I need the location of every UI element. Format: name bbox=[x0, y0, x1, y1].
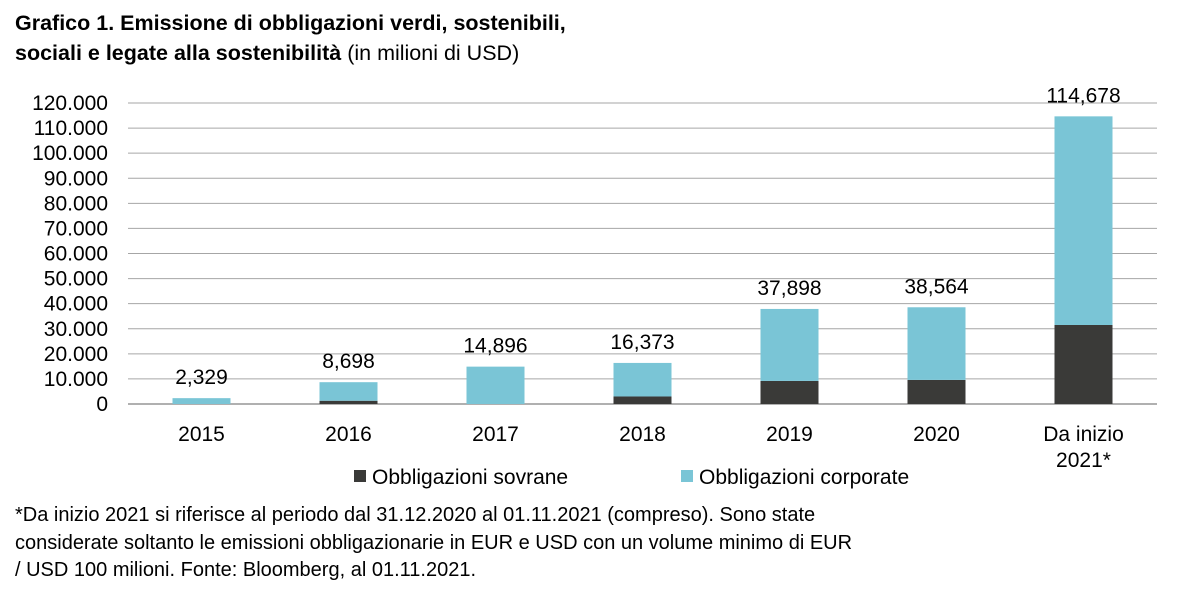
footnote: *Da inizio 2021 si riferisce al periodo … bbox=[15, 502, 1015, 585]
bar-corporate bbox=[466, 366, 525, 404]
legend-swatch bbox=[681, 470, 693, 482]
x-axis: 2015 2016 2017 2018 2019 2020 Da inizio 2021* bbox=[178, 423, 1124, 472]
footnote-line-2: considerate soltanto le emissioni obblig… bbox=[15, 531, 853, 554]
y-tick-label: 10.000 bbox=[44, 368, 108, 391]
bar-corporate bbox=[319, 382, 378, 401]
y-tick-label: 30.000 bbox=[44, 318, 108, 341]
legend-swatch bbox=[354, 470, 366, 482]
total-data-label: 2,329 bbox=[175, 366, 228, 389]
title-line-1: Grafico 1. Emissione di obbligazioni ver… bbox=[15, 11, 566, 35]
y-tick-label: 80.000 bbox=[44, 192, 108, 215]
bar-corporate bbox=[613, 362, 672, 397]
y-tick-label: 100.000 bbox=[32, 142, 108, 165]
legend-label: Obbligazioni sovrane bbox=[372, 466, 568, 489]
x-tick-label: Da inizio bbox=[1043, 423, 1124, 446]
bars bbox=[172, 116, 1113, 404]
legend: Obbligazioni sovrane Obbligazioni corpora… bbox=[354, 466, 909, 489]
bar-sovrane bbox=[319, 400, 378, 404]
x-tick-label: 2016 bbox=[325, 423, 372, 446]
total-labels: 2,329 8,698 14,896 16,373 37,898 38,564 114,67… bbox=[175, 84, 1120, 389]
footnote-line-3: / USD 100 milioni. Fonte: Bloomberg, al … bbox=[15, 559, 476, 581]
bar-corporate bbox=[760, 308, 819, 381]
total-data-label: 14,896 bbox=[463, 335, 527, 358]
chart-title: Grafico 1. Emissione di obbligazioni ver… bbox=[15, 8, 915, 68]
x-tick-label: 2015 bbox=[178, 423, 225, 446]
bar-corporate bbox=[172, 398, 231, 404]
y-tick-label: 40.000 bbox=[44, 293, 108, 316]
y-tick-label: 0 bbox=[96, 393, 108, 416]
total-data-label: 16,373 bbox=[610, 331, 674, 354]
footnote-line-1: *Da inizio 2021 si riferisce al periodo … bbox=[15, 504, 816, 526]
x-tick-label: 2019 bbox=[766, 423, 813, 446]
legend-label: Obbligazioni corporate bbox=[699, 466, 909, 489]
y-tick-label: 110.000 bbox=[34, 117, 108, 140]
bar-sovrane bbox=[613, 396, 672, 404]
total-data-label: 8,698 bbox=[322, 350, 375, 373]
bar-sovrane bbox=[1054, 324, 1113, 404]
y-tick-label: 120.000 bbox=[32, 92, 108, 115]
y-tick-label: 50.000 bbox=[44, 268, 108, 291]
total-data-label: 38,564 bbox=[904, 275, 969, 298]
y-tick-label: 90.000 bbox=[44, 167, 108, 190]
bar-sovrane bbox=[907, 379, 966, 404]
x-tick-label: 2018 bbox=[619, 423, 666, 446]
title-unit: (in milioni di USD) bbox=[347, 41, 520, 65]
bar-corporate bbox=[1054, 116, 1113, 325]
y-tick-label: 60.000 bbox=[44, 243, 108, 266]
title-line-2: sociali e legate alla sostenibilità bbox=[15, 41, 342, 65]
bar-corporate bbox=[907, 307, 966, 380]
x-tick-label: 2020 bbox=[913, 423, 960, 446]
y-tick-label: 70.000 bbox=[44, 217, 108, 240]
total-data-label: 114,678 bbox=[1046, 84, 1120, 107]
total-data-label: 37,898 bbox=[757, 277, 821, 300]
x-tick-label: 2017 bbox=[472, 423, 519, 446]
y-tick-label: 20.000 bbox=[44, 343, 108, 366]
bar-sovrane bbox=[760, 380, 819, 404]
x-tick-label: 2021* bbox=[1056, 449, 1111, 472]
gridlines bbox=[128, 102, 1157, 405]
